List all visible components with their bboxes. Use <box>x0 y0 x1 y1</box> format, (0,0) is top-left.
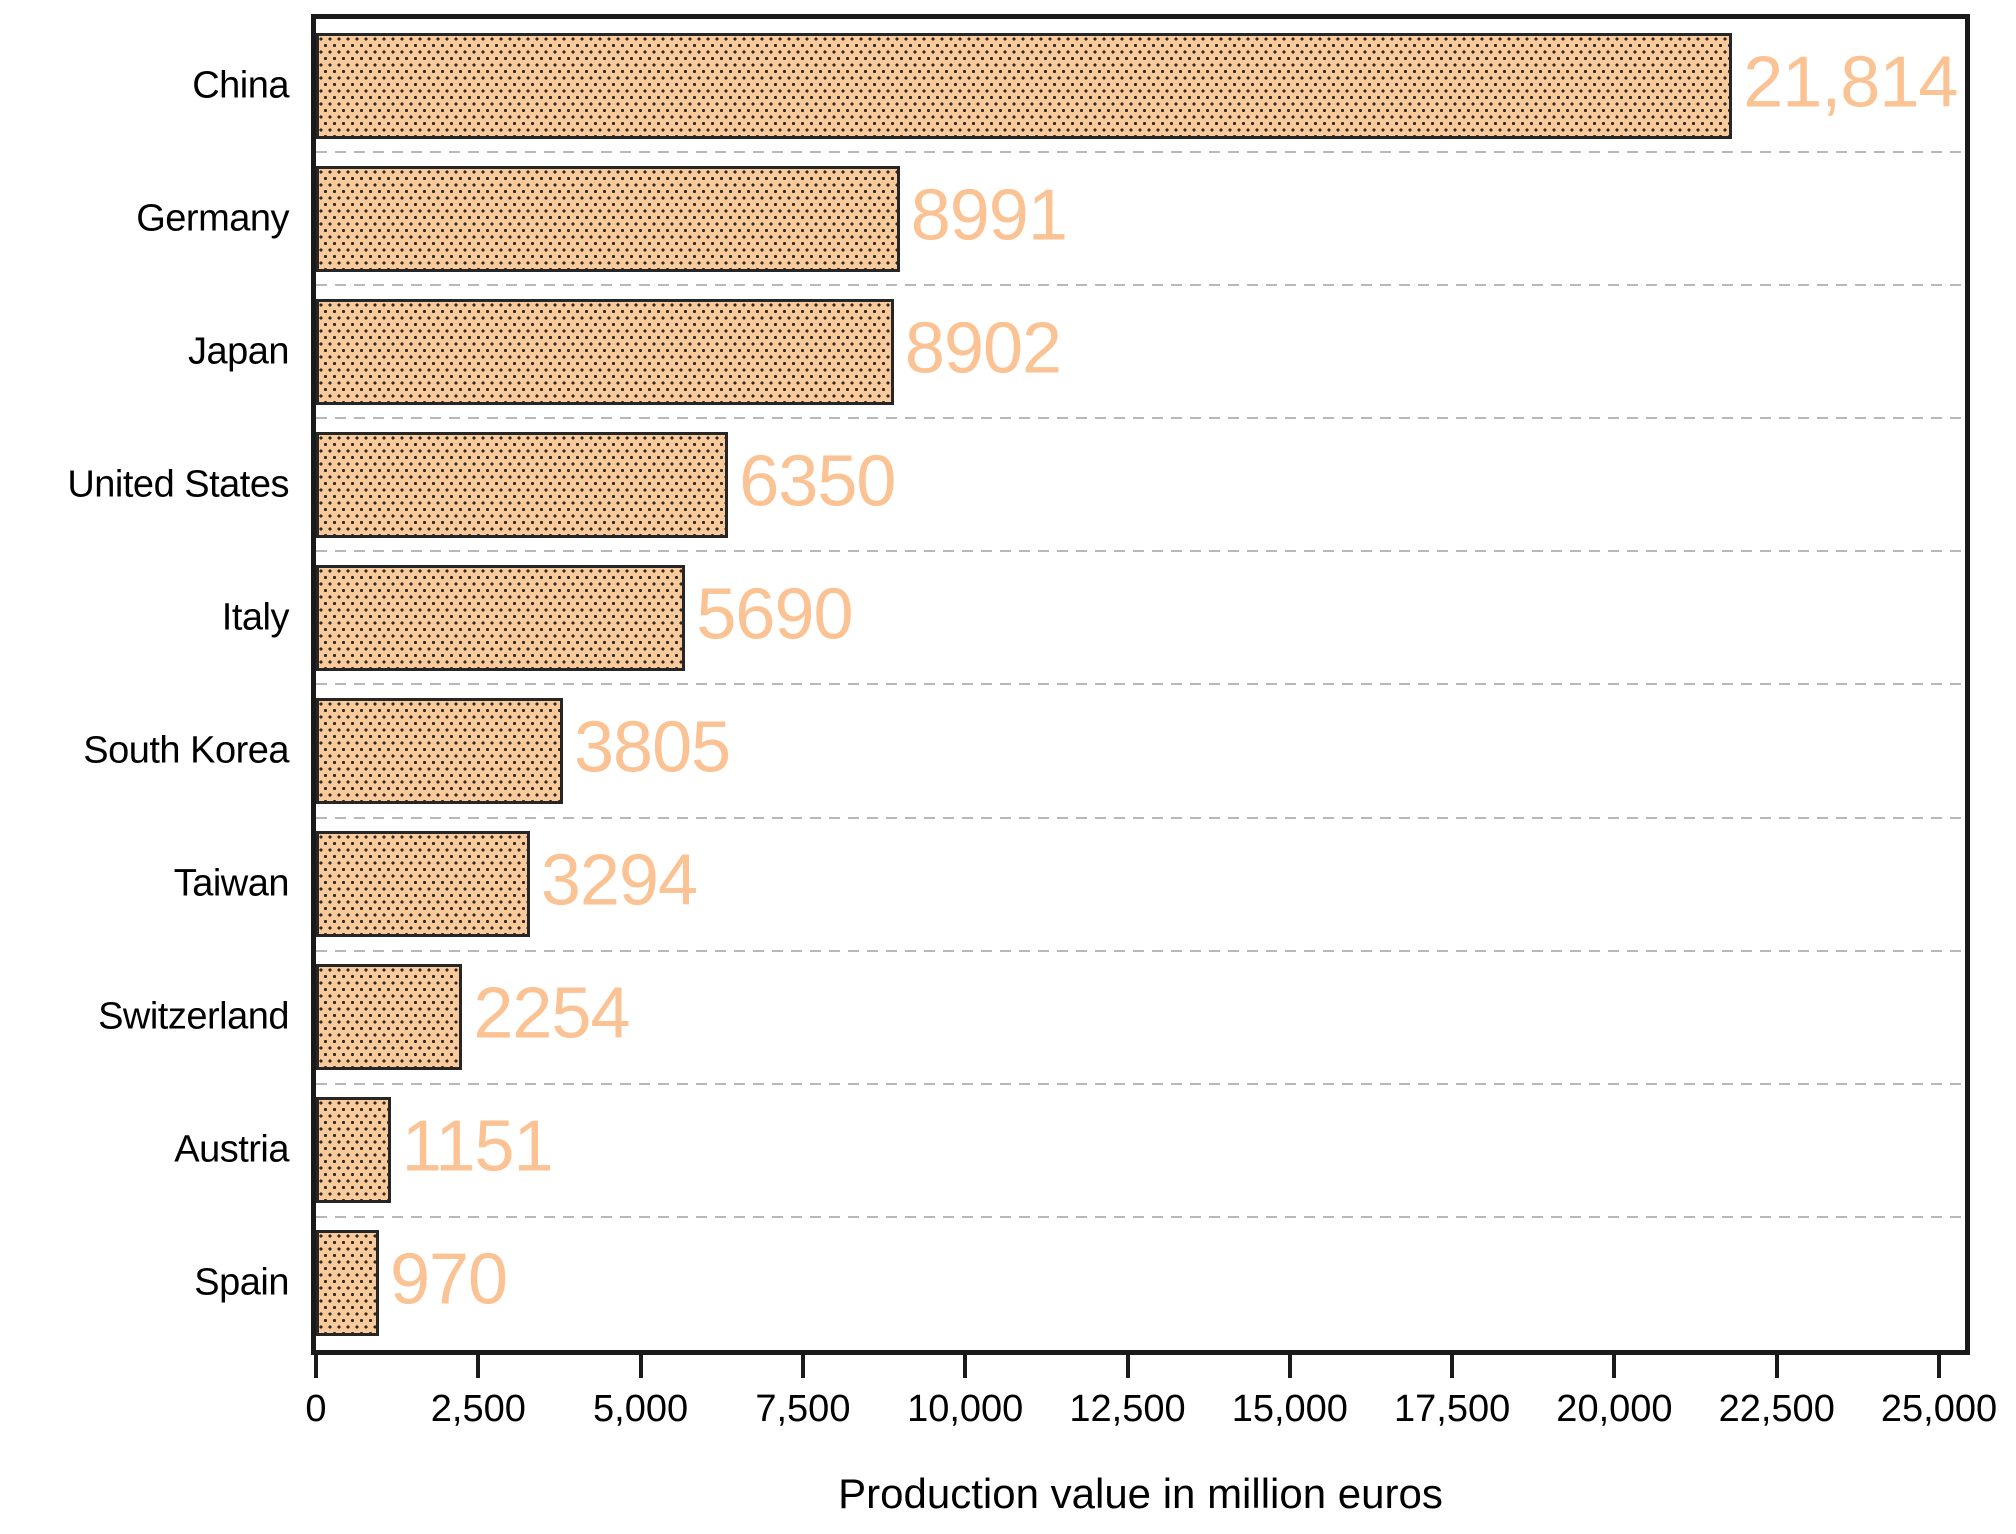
value-label: 3294 <box>540 840 698 921</box>
x-tick <box>1450 1355 1455 1378</box>
gridline <box>316 284 1965 287</box>
category-label: Italy <box>221 596 290 639</box>
value-label: 5690 <box>696 574 853 655</box>
x-tick-label: 15,000 <box>1231 1388 1348 1430</box>
category-label: Switzerland <box>98 995 289 1038</box>
value-label: 3805 <box>574 707 731 788</box>
gridline <box>316 550 1965 553</box>
x-tick <box>1774 1355 1779 1378</box>
category-label: United States <box>67 463 289 506</box>
x-tick <box>1612 1355 1617 1378</box>
gridline <box>316 151 1965 154</box>
category-band: Japan 8902 <box>188 285 1965 420</box>
gridline <box>316 949 1965 952</box>
category-label: Spain <box>194 1261 289 1304</box>
gridline <box>316 1082 1965 1085</box>
category-band: Austria 1151 <box>174 1084 1965 1218</box>
category-band: Italy 5690 <box>222 551 1965 686</box>
bar: 2254 <box>316 964 631 1071</box>
category-bands: China 21,814 Germany 8991 Japan 8902 Uni… <box>67 19 1965 1350</box>
x-tick-label: 7,500 <box>755 1388 851 1430</box>
gridline <box>316 1215 1965 1218</box>
bar: 21,814 <box>316 32 1958 139</box>
x-tick <box>476 1355 481 1378</box>
bar: 3805 <box>316 698 731 805</box>
x-tick <box>314 1355 318 1378</box>
x-tick-label: 0 <box>305 1388 327 1430</box>
value-label: 6350 <box>739 441 896 522</box>
value-label: 21,814 <box>1743 42 1958 123</box>
x-tick-label: 22,500 <box>1718 1388 1835 1430</box>
category-band: Taiwan 3294 <box>174 818 1965 952</box>
bar: 970 <box>316 1230 508 1337</box>
x-tick-label: 10,000 <box>907 1388 1024 1430</box>
x-tick-label: 2,500 <box>430 1388 526 1430</box>
x-tick-label: 5,000 <box>593 1388 689 1430</box>
x-tick <box>963 1355 968 1378</box>
category-label: Austria <box>174 1128 289 1171</box>
x-tick-label: 12,500 <box>1069 1388 1186 1430</box>
plot-area: China 21,814 Germany 8991 Japan 8902 Uni… <box>67 14 1970 1355</box>
bar: 8991 <box>316 165 1068 272</box>
category-band: South Korea 3805 <box>83 684 1965 819</box>
value-label: 970 <box>389 1240 508 1321</box>
bar: 3294 <box>316 831 698 938</box>
gridline <box>316 683 1965 686</box>
category-label: South Korea <box>83 729 289 772</box>
category-band: China 21,814 <box>192 19 1965 154</box>
bar: 8902 <box>316 298 1062 405</box>
x-tick <box>1125 1355 1130 1378</box>
x-tick <box>638 1355 643 1378</box>
category-label: Germany <box>136 197 289 240</box>
x-axis-title: Production value in million euros <box>838 1470 1443 1517</box>
x-tick <box>800 1355 805 1378</box>
category-band: Switzerland 2254 <box>98 951 1965 1085</box>
value-label: 2254 <box>473 973 630 1054</box>
category-band: Germany 8991 <box>136 152 1965 287</box>
bar: 1151 <box>316 1097 554 1204</box>
category-label: China <box>192 64 289 107</box>
x-tick-label: 25,000 <box>1880 1388 1998 1430</box>
x-tick <box>1287 1355 1292 1378</box>
value-label: 8991 <box>910 175 1068 256</box>
category-band: Spain 970 <box>194 1217 1965 1350</box>
value-label: 1151 <box>401 1107 554 1188</box>
x-tick-label: 17,500 <box>1393 1388 1511 1430</box>
gridline <box>316 816 1965 819</box>
x-tick <box>1937 1355 1942 1378</box>
category-label: Japan <box>187 330 290 373</box>
category-label: Taiwan <box>173 862 290 905</box>
bar: 5690 <box>316 564 854 671</box>
bar: 6350 <box>316 431 896 538</box>
x-axis: 0 2,500 5,000 7,500 10,000 12,500 15,000 17,500… <box>305 1355 1997 1465</box>
value-label: 8902 <box>904 308 1062 389</box>
x-tick-label: 20,000 <box>1556 1388 1673 1430</box>
gridline <box>316 417 1965 420</box>
category-band: United States 6350 <box>67 418 1965 553</box>
